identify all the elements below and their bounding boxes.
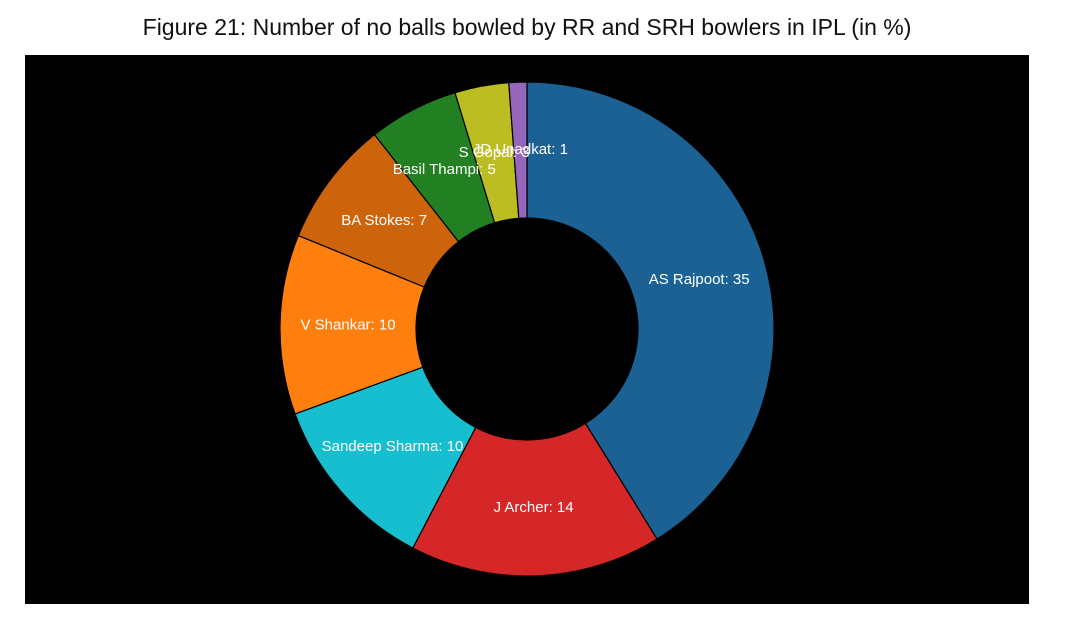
label-sandeep-sharma: Sandeep Sharma: 10 bbox=[322, 438, 464, 455]
label-ba-stokes: BA Stokes: 7 bbox=[341, 212, 427, 229]
slice-j-archer bbox=[412, 422, 658, 577]
label-jd-unadkat: JD Unadkat: 1 bbox=[473, 141, 568, 158]
label-as-rajpoot: AS Rajpoot: 35 bbox=[649, 271, 750, 288]
label-v-shankar: V Shankar: 10 bbox=[300, 317, 395, 334]
label-basil-thampi: Basil Thampi: 5 bbox=[393, 161, 496, 178]
slice-jd-unadkat bbox=[508, 81, 528, 219]
plot-area: AS Rajpoot: 35 J Archer: 14 Sandeep Sharma… bbox=[25, 55, 1029, 604]
donut-chart: AS Rajpoot: 35 J Archer: 14 Sandeep Sharma… bbox=[279, 81, 775, 577]
label-s-gopal: S Gopal: 3 bbox=[459, 144, 530, 161]
chart-title: Figure 21: Number of no balls bowled by … bbox=[142, 14, 912, 40]
slice-as-rajpoot bbox=[526, 81, 775, 540]
label-j-archer: J Archer: 14 bbox=[494, 499, 574, 516]
